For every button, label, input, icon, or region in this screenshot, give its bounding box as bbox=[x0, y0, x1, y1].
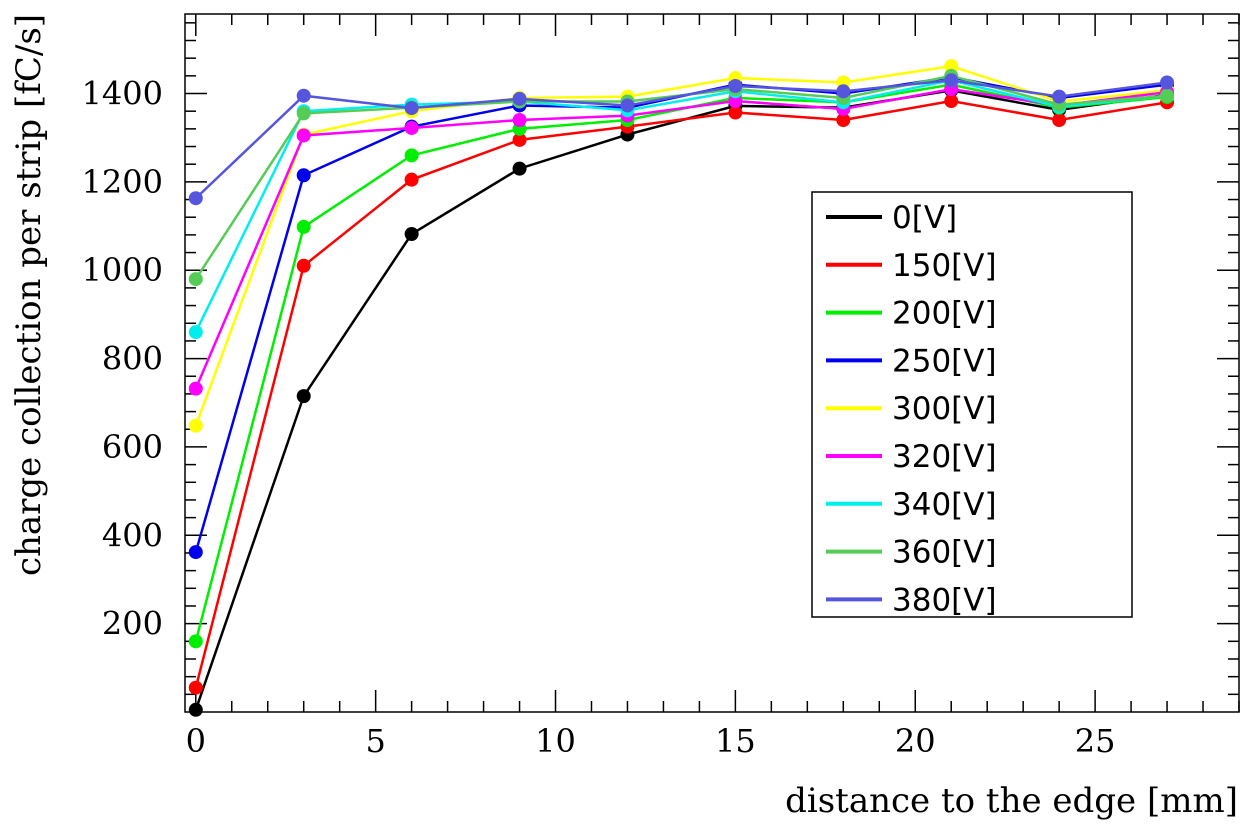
x-tick-label: 25 bbox=[1075, 722, 1116, 760]
data-point bbox=[188, 325, 203, 340]
data-point bbox=[296, 88, 311, 103]
data-point bbox=[296, 106, 311, 121]
data-point bbox=[188, 680, 203, 695]
legend-label: 150[V] bbox=[892, 248, 997, 284]
y-axis-label: charge collection per strip [fC/s] bbox=[9, 14, 49, 576]
legend-item: 380[V] bbox=[826, 582, 997, 618]
legend-item: 150[V] bbox=[826, 248, 997, 284]
data-point bbox=[944, 59, 959, 74]
x-tick-label: 0 bbox=[186, 722, 206, 760]
data-point bbox=[296, 219, 311, 234]
data-point bbox=[620, 98, 635, 113]
legend-label: 380[V] bbox=[892, 582, 997, 618]
legend-item: 200[V] bbox=[826, 296, 997, 332]
legend-item: 340[V] bbox=[826, 487, 997, 523]
legend: 0[V] 150[V] 200[V] 250[V] 300[V] 320[V] 340[V]… bbox=[811, 191, 1133, 618]
data-point bbox=[404, 148, 419, 163]
data-point bbox=[188, 702, 203, 717]
y-tick-label: 400 bbox=[102, 516, 163, 554]
y-tick-label: 800 bbox=[102, 340, 163, 378]
legend-label: 0[V] bbox=[892, 200, 957, 236]
data-point bbox=[512, 113, 527, 128]
legend-item: 320[V] bbox=[826, 439, 997, 475]
series-150[V] bbox=[188, 94, 1175, 695]
series-layer bbox=[188, 59, 1175, 717]
legend-item: 300[V] bbox=[826, 391, 997, 427]
data-point bbox=[296, 128, 311, 143]
data-point bbox=[188, 634, 203, 649]
legend-item: 0[V] bbox=[826, 200, 957, 236]
legend-label: 360[V] bbox=[892, 535, 997, 571]
y-tick-label: 200 bbox=[102, 605, 163, 643]
data-point bbox=[728, 79, 743, 94]
x-tick-label: 20 bbox=[895, 722, 936, 760]
data-point bbox=[188, 418, 203, 433]
data-point bbox=[404, 120, 419, 135]
legend-item: 360[V] bbox=[826, 535, 997, 571]
data-point bbox=[1160, 75, 1175, 90]
series-line bbox=[194, 64, 1168, 427]
legend-item: 250[V] bbox=[826, 343, 997, 379]
data-point bbox=[1160, 88, 1175, 103]
legend-label: 300[V] bbox=[892, 391, 997, 427]
y-tick-label: 1400 bbox=[82, 75, 163, 113]
y-tick-label: 1000 bbox=[82, 251, 163, 289]
data-point bbox=[836, 113, 851, 128]
x-axis-label: distance to the edge [mm] bbox=[785, 781, 1238, 821]
data-point bbox=[728, 94, 743, 109]
data-point bbox=[944, 94, 959, 109]
data-point bbox=[512, 161, 527, 176]
data-point bbox=[404, 172, 419, 187]
y-tick-label: 600 bbox=[102, 428, 163, 466]
data-point bbox=[296, 258, 311, 273]
data-point bbox=[296, 168, 311, 183]
legend-label: 340[V] bbox=[892, 487, 997, 523]
series-line bbox=[194, 79, 1168, 200]
data-point bbox=[188, 191, 203, 206]
series-line bbox=[194, 87, 1168, 390]
series-380[V] bbox=[188, 73, 1175, 206]
legend-label: 250[V] bbox=[892, 343, 997, 379]
legend-label: 320[V] bbox=[892, 439, 997, 475]
plot-frame bbox=[184, 13, 1240, 713]
data-point bbox=[404, 227, 419, 242]
x-tick-label: 15 bbox=[715, 722, 756, 760]
x-axis: 0 5 10 15 20 25 bbox=[186, 14, 1240, 760]
y-axis: 200 400 600 800 1000 1200 1400 bbox=[82, 22, 1239, 696]
y-tick-label: 1200 bbox=[82, 163, 163, 201]
data-point bbox=[944, 73, 959, 88]
series-line bbox=[194, 78, 1168, 333]
legend-label: 200[V] bbox=[892, 296, 997, 332]
data-point bbox=[404, 101, 419, 116]
series-line bbox=[194, 99, 1168, 689]
data-point bbox=[188, 272, 203, 287]
data-point bbox=[1052, 89, 1067, 104]
data-point bbox=[296, 389, 311, 404]
data-point bbox=[512, 132, 527, 147]
data-point bbox=[728, 105, 743, 120]
x-tick-label: 10 bbox=[535, 722, 576, 760]
data-point bbox=[188, 381, 203, 396]
x-tick-label: 5 bbox=[365, 722, 385, 760]
data-point bbox=[188, 545, 203, 560]
data-point bbox=[512, 91, 527, 106]
data-point bbox=[1052, 113, 1067, 128]
data-point bbox=[836, 84, 851, 99]
